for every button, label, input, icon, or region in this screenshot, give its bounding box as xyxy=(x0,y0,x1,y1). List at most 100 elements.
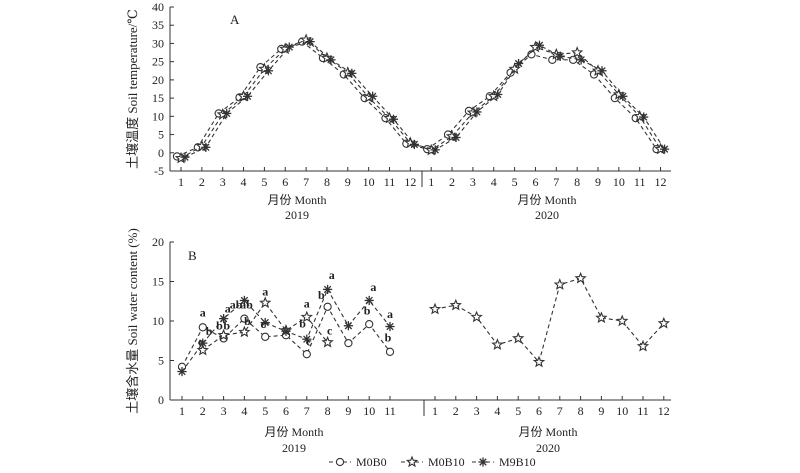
panel-a-point-m9b10-stroke xyxy=(306,37,314,46)
panel-b-x-tick-label: 2 xyxy=(200,404,206,418)
panel-a-point-m9b10 xyxy=(534,40,545,50)
panel-b-x-tick-label: 9 xyxy=(345,404,351,418)
panel-b-x-tick-label: 8 xyxy=(325,404,331,418)
panel-a-point-m9b10-stroke xyxy=(264,67,273,75)
panel-a-point-m9b10-stroke xyxy=(410,140,419,149)
panel-b-point-m9b10-stroke xyxy=(323,285,332,294)
panel-b-x-tick-label: 6 xyxy=(536,404,542,418)
panel-a-x-tick-label: 4 xyxy=(241,175,247,189)
panel-a-x-tick-label: 2 xyxy=(449,175,455,189)
panel-b-point-m9b10-stroke xyxy=(344,322,353,330)
panel-a-xlabel: 月份 Month xyxy=(267,193,326,207)
panel-b-x-tick-label: 7 xyxy=(304,404,310,418)
panel-b-y-tick-label: 0 xyxy=(158,393,164,407)
panel-a-y-tick-label: 25 xyxy=(152,55,164,69)
panel-b-point-m9b10 xyxy=(364,295,374,306)
panel-a-x-tick-label: 11 xyxy=(384,175,396,189)
panel-a-point-m9b10 xyxy=(305,37,315,47)
panel-b-point-m9b10 xyxy=(177,366,187,377)
panel-a-point-m9b10-stroke xyxy=(514,59,523,68)
panel-a-point-m9b10-stroke xyxy=(598,67,606,75)
panel-a-series-line-m0b0 xyxy=(176,40,657,157)
panel-b-point-m9b10-stroke xyxy=(303,335,311,343)
panel-b-significance-label: a xyxy=(370,280,376,294)
panel-b-point-m9b10 xyxy=(323,284,333,294)
panel-a-x-tick-label: 3 xyxy=(470,175,476,189)
panel-a-x-tick-label: 9 xyxy=(595,175,601,189)
panel-a-point-m9b10-stroke xyxy=(473,108,481,116)
panel-a-x-tick-label: 7 xyxy=(553,175,559,189)
panel-a-x-tick-label: 8 xyxy=(324,175,330,189)
panel-a-point-m9b10 xyxy=(326,55,336,65)
panel-b-point-m0b10 xyxy=(321,335,334,348)
panel-a-x-tick-label: 8 xyxy=(574,175,580,189)
panel-a-point-m9b10 xyxy=(493,89,503,100)
panel-b-point-m9b10 xyxy=(260,317,270,328)
panel-b-point-m0b10 xyxy=(428,302,442,315)
panel-a-point-m9b10-stroke xyxy=(535,41,544,49)
panel-a-point-m0b0 xyxy=(569,55,578,64)
panel-b-significance-label: c xyxy=(306,334,312,348)
panel-b-point-m0b0 xyxy=(302,350,311,359)
panel-a-point-m9b10 xyxy=(263,66,273,76)
panel-b-point-m0b10 xyxy=(491,338,504,350)
panel-b-series-line-m0b10 xyxy=(434,277,665,364)
panel-a-point-m9b10 xyxy=(555,51,565,61)
panel-a-point-m9b10 xyxy=(430,145,440,155)
panel-b-x-tick-label: 12 xyxy=(658,404,670,418)
panel-b-xlabel: 月份 Month xyxy=(264,425,323,439)
panel-b-significance-label: b xyxy=(244,314,251,328)
panel-a-x-tick-label: 12 xyxy=(404,175,416,189)
panel-a-year-label: 2019 xyxy=(285,208,309,222)
panel-a-x-tick-label: 12 xyxy=(655,175,667,189)
panel-a-point-m9b10-stroke xyxy=(202,143,210,152)
panel-a-series-line-m0b10 xyxy=(180,39,661,159)
panel-b-point-m0b0 xyxy=(365,320,374,329)
panel-b-x-tick-label: 2 xyxy=(453,404,459,418)
panel-a-point-m9b10 xyxy=(409,139,419,149)
panel-b-x-tick-label: 9 xyxy=(598,404,604,418)
panel-b-point-m0b10 xyxy=(449,298,462,311)
panel-b-point-m0b10 xyxy=(574,271,587,284)
panel-a-x-tick-label: 5 xyxy=(261,175,267,189)
panel-a-y-tick-label: 10 xyxy=(152,109,164,123)
panel-b-point-m9b10-stroke xyxy=(178,367,186,376)
panel-b-point-m0b10 xyxy=(553,278,566,290)
panel-b-year-label: 2019 xyxy=(282,441,306,455)
panel-b-x-tick-label: 1 xyxy=(432,404,438,418)
panel-a-point-m9b10 xyxy=(659,144,670,154)
panel-a-point-m9b10-stroke xyxy=(660,145,669,153)
panel-a-point-m9b10-stroke xyxy=(327,56,335,64)
panel-a-point-m9b10-stroke xyxy=(431,146,439,154)
panel-a-x-tick-label: 7 xyxy=(303,175,309,189)
panel-b-x-tick-label: 5 xyxy=(262,404,268,418)
panel-a-point-m9b10-stroke xyxy=(181,153,189,161)
panel-a-point-m9b10-stroke xyxy=(389,115,398,123)
panel-b-y-tick-label: 10 xyxy=(152,314,164,328)
panel-b-significance-label: c xyxy=(327,323,333,337)
panel-a-x-tick-label: 6 xyxy=(282,175,288,189)
panel-b-point-m9b10 xyxy=(302,334,312,344)
panel-a-point-m9b10 xyxy=(201,142,211,152)
panel-b-point-m0b0 xyxy=(344,338,353,348)
panel-a-point-m9b10 xyxy=(451,132,461,143)
panel-a-point-m9b10 xyxy=(242,91,253,101)
panel-a-point-m9b10-stroke xyxy=(243,92,252,101)
panel-b-x-tick-label: 4 xyxy=(241,404,247,418)
panel-b-significance-label: c xyxy=(260,317,266,331)
panel-a-point-m9b10 xyxy=(514,58,524,69)
panel-b-point-m9b10-stroke xyxy=(282,327,290,335)
panel-b-point-m9b10-stroke xyxy=(199,339,207,347)
panel-b-point-m0b0 xyxy=(240,314,249,323)
panel-a-point-m9b10 xyxy=(597,66,607,76)
panel-b-point-m0b10 xyxy=(532,355,546,368)
panel-a-x-tick-label: 9 xyxy=(345,175,351,189)
panel-b-point-m0b10 xyxy=(259,296,272,309)
panel-a-point-m0b10 xyxy=(570,46,584,58)
panel-b-significance-label: ab xyxy=(240,297,253,311)
panel-b-series-line-m0b0 xyxy=(181,305,391,368)
panel-b-x-tick-label: 8 xyxy=(578,404,584,418)
panel-b-y-tick-label: 15 xyxy=(152,275,164,289)
panel-a-point-m9b10-stroke xyxy=(348,69,356,78)
